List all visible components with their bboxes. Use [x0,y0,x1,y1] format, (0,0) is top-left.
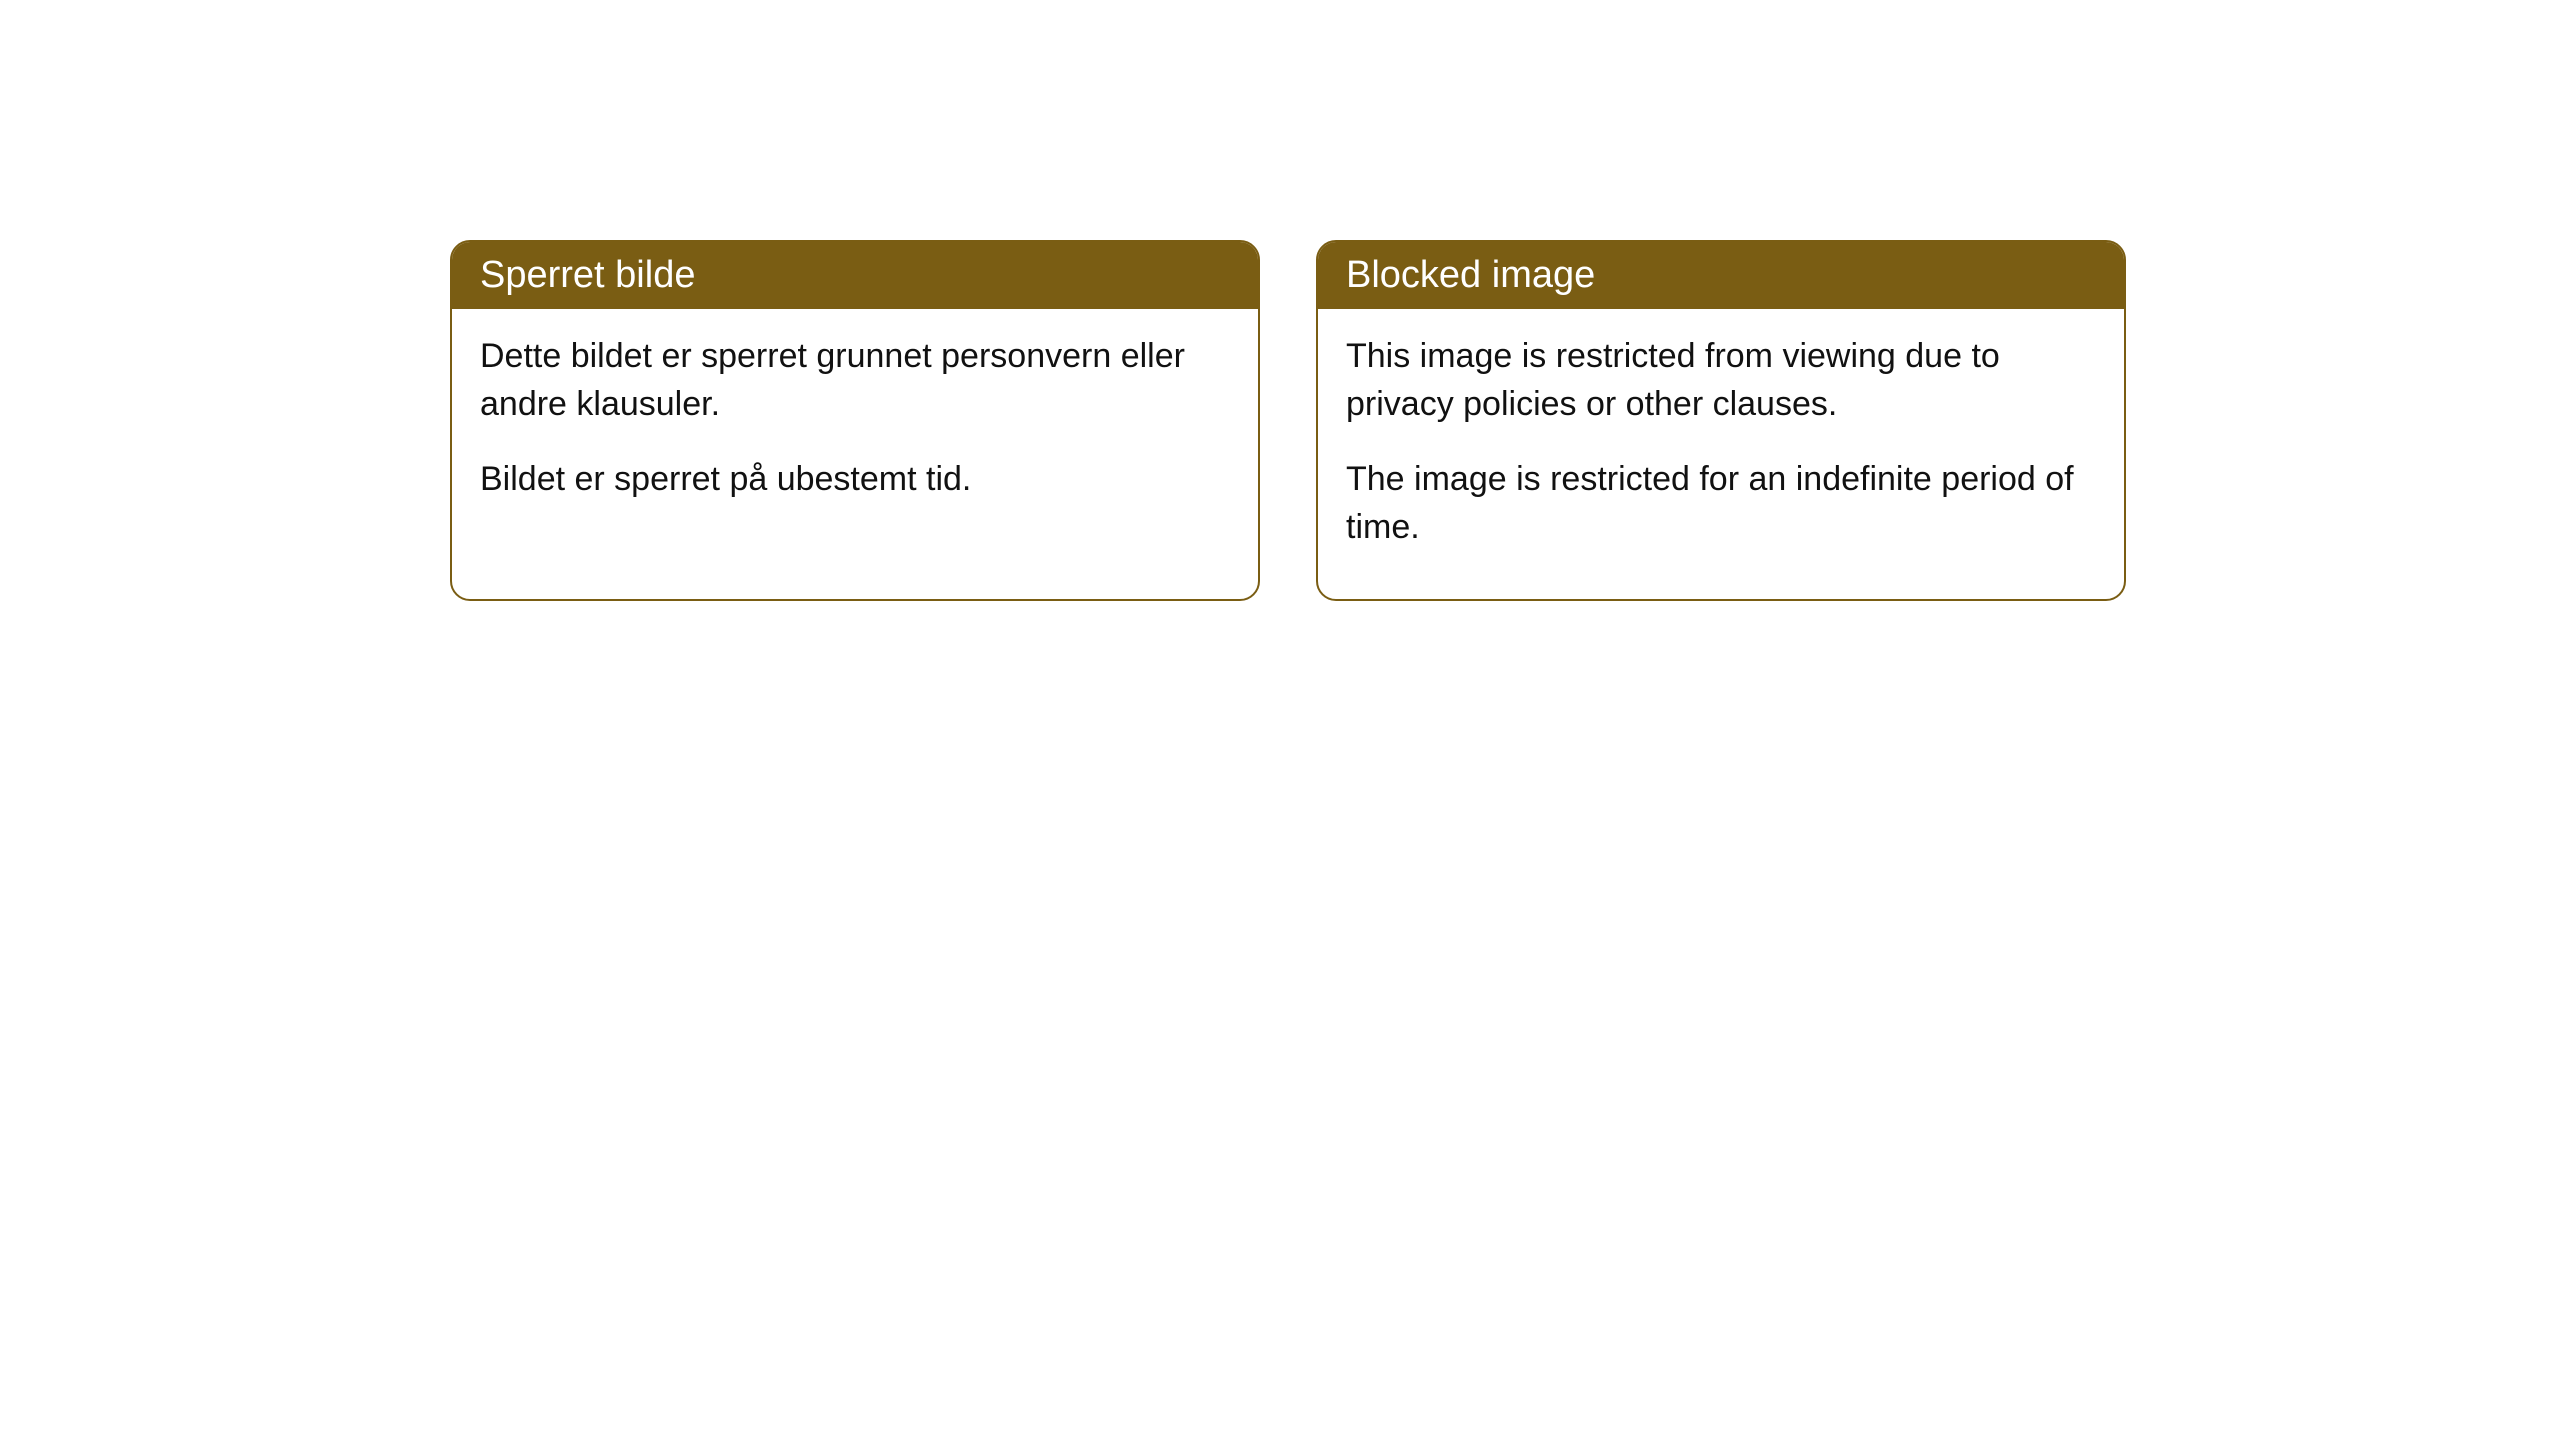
card-text-english-2: The image is restricted for an indefinit… [1346,456,2096,551]
card-text-norwegian-1: Dette bildet er sperret grunnet personve… [480,333,1230,428]
card-header-norwegian: Sperret bilde [452,242,1258,309]
card-text-norwegian-2: Bildet er sperret på ubestemt tid. [480,456,1230,504]
card-body-english: This image is restricted from viewing du… [1318,309,2124,599]
card-text-english-1: This image is restricted from viewing du… [1346,333,2096,428]
card-container: Sperret bilde Dette bildet er sperret gr… [0,0,2560,601]
card-body-norwegian: Dette bildet er sperret grunnet personve… [452,309,1258,552]
blocked-image-card-english: Blocked image This image is restricted f… [1316,240,2126,601]
blocked-image-card-norwegian: Sperret bilde Dette bildet er sperret gr… [450,240,1260,601]
card-header-english: Blocked image [1318,242,2124,309]
